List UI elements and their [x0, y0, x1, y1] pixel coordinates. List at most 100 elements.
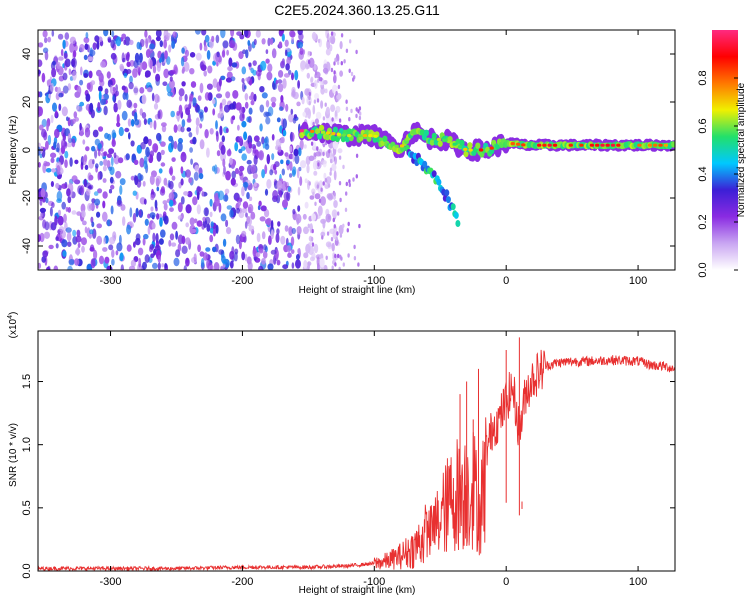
noise-point — [150, 244, 155, 250]
noise-point — [238, 201, 241, 206]
noise-point — [356, 174, 358, 178]
noise-point — [191, 81, 196, 88]
noise-point — [278, 83, 283, 92]
branch-point — [451, 203, 456, 210]
noise-point — [317, 162, 319, 166]
noise-point — [166, 33, 171, 38]
colorbar-tick-label: 0.0 — [697, 262, 709, 277]
noise-point — [114, 152, 117, 158]
noise-point — [126, 153, 130, 160]
noise-point — [263, 244, 267, 250]
noise-point — [174, 141, 178, 149]
noise-point — [196, 117, 200, 126]
noise-point — [172, 31, 177, 38]
noise-point — [204, 129, 208, 138]
noise-point — [56, 243, 59, 248]
noise-point — [246, 192, 250, 199]
noise-point — [150, 194, 154, 200]
noise-point — [234, 142, 238, 151]
noise-point — [230, 27, 234, 37]
noise-point — [181, 178, 184, 185]
noise-point — [182, 236, 186, 245]
noise-point — [157, 187, 160, 192]
noise-point — [152, 143, 158, 152]
noise-point — [296, 214, 302, 224]
noise-point — [98, 150, 101, 156]
noise-point — [325, 178, 327, 182]
noise-point — [242, 82, 246, 92]
noise-point — [196, 53, 202, 61]
noise-point — [159, 217, 163, 227]
noise-point — [172, 176, 176, 181]
noise-point — [218, 249, 224, 255]
noise-point — [231, 171, 236, 179]
noise-point — [307, 73, 310, 79]
noise-point — [111, 53, 117, 60]
noise-point — [61, 49, 64, 56]
noise-point — [57, 62, 61, 69]
noise-point — [152, 222, 156, 229]
noise-point — [135, 53, 139, 63]
noise-point — [150, 206, 153, 211]
noise-point — [199, 173, 203, 179]
noise-point — [187, 118, 192, 123]
noise-point — [134, 160, 139, 165]
noise-point — [219, 126, 222, 136]
noise-point — [181, 152, 187, 162]
noise-point — [337, 211, 339, 215]
noise-point — [56, 147, 60, 152]
noise-point — [264, 138, 267, 143]
noise-point — [58, 56, 64, 60]
noise-point — [321, 160, 327, 164]
noise-point — [260, 216, 266, 221]
noise-point — [315, 193, 321, 199]
noise-point — [348, 117, 350, 121]
noise-point — [331, 117, 333, 121]
noise-point — [356, 107, 358, 111]
noise-point — [138, 248, 143, 256]
noise-point — [271, 220, 274, 229]
noise-point — [308, 224, 310, 228]
noise-point — [58, 210, 61, 216]
noise-point — [182, 69, 185, 74]
signal-core — [671, 141, 676, 147]
noise-point — [149, 43, 155, 49]
noise-point — [54, 129, 60, 138]
noise-point — [42, 219, 46, 228]
noise-point — [309, 92, 311, 96]
noise-point — [207, 66, 212, 74]
noise-point — [148, 226, 151, 235]
noise-point — [190, 95, 193, 100]
noise-point — [225, 220, 228, 227]
noise-point — [222, 50, 225, 58]
noise-point — [134, 176, 138, 186]
noise-point — [297, 80, 300, 89]
noise-point — [202, 191, 205, 197]
noise-point — [332, 243, 335, 252]
noise-point — [273, 164, 276, 170]
noise-point — [41, 188, 46, 197]
noise-point — [287, 252, 292, 258]
noise-point — [278, 79, 283, 83]
noise-point — [346, 107, 348, 111]
noise-point — [116, 242, 122, 251]
noise-point — [77, 86, 82, 96]
noise-point — [111, 249, 114, 258]
noise-point — [95, 163, 99, 168]
noise-point — [136, 66, 140, 73]
noise-point — [314, 202, 316, 206]
noise-point — [352, 77, 354, 81]
noise-point — [249, 108, 253, 115]
noise-point — [70, 37, 76, 45]
noise-point — [334, 58, 336, 62]
colorbar-tick-label: 0.6 — [697, 118, 709, 133]
noise-point — [64, 151, 68, 159]
signal-peak — [432, 137, 436, 140]
noise-point — [334, 262, 336, 266]
noise-point — [305, 244, 310, 254]
noise-point — [81, 210, 85, 217]
noise-point — [91, 146, 95, 152]
noise-point — [217, 150, 221, 156]
noise-point — [185, 169, 191, 178]
